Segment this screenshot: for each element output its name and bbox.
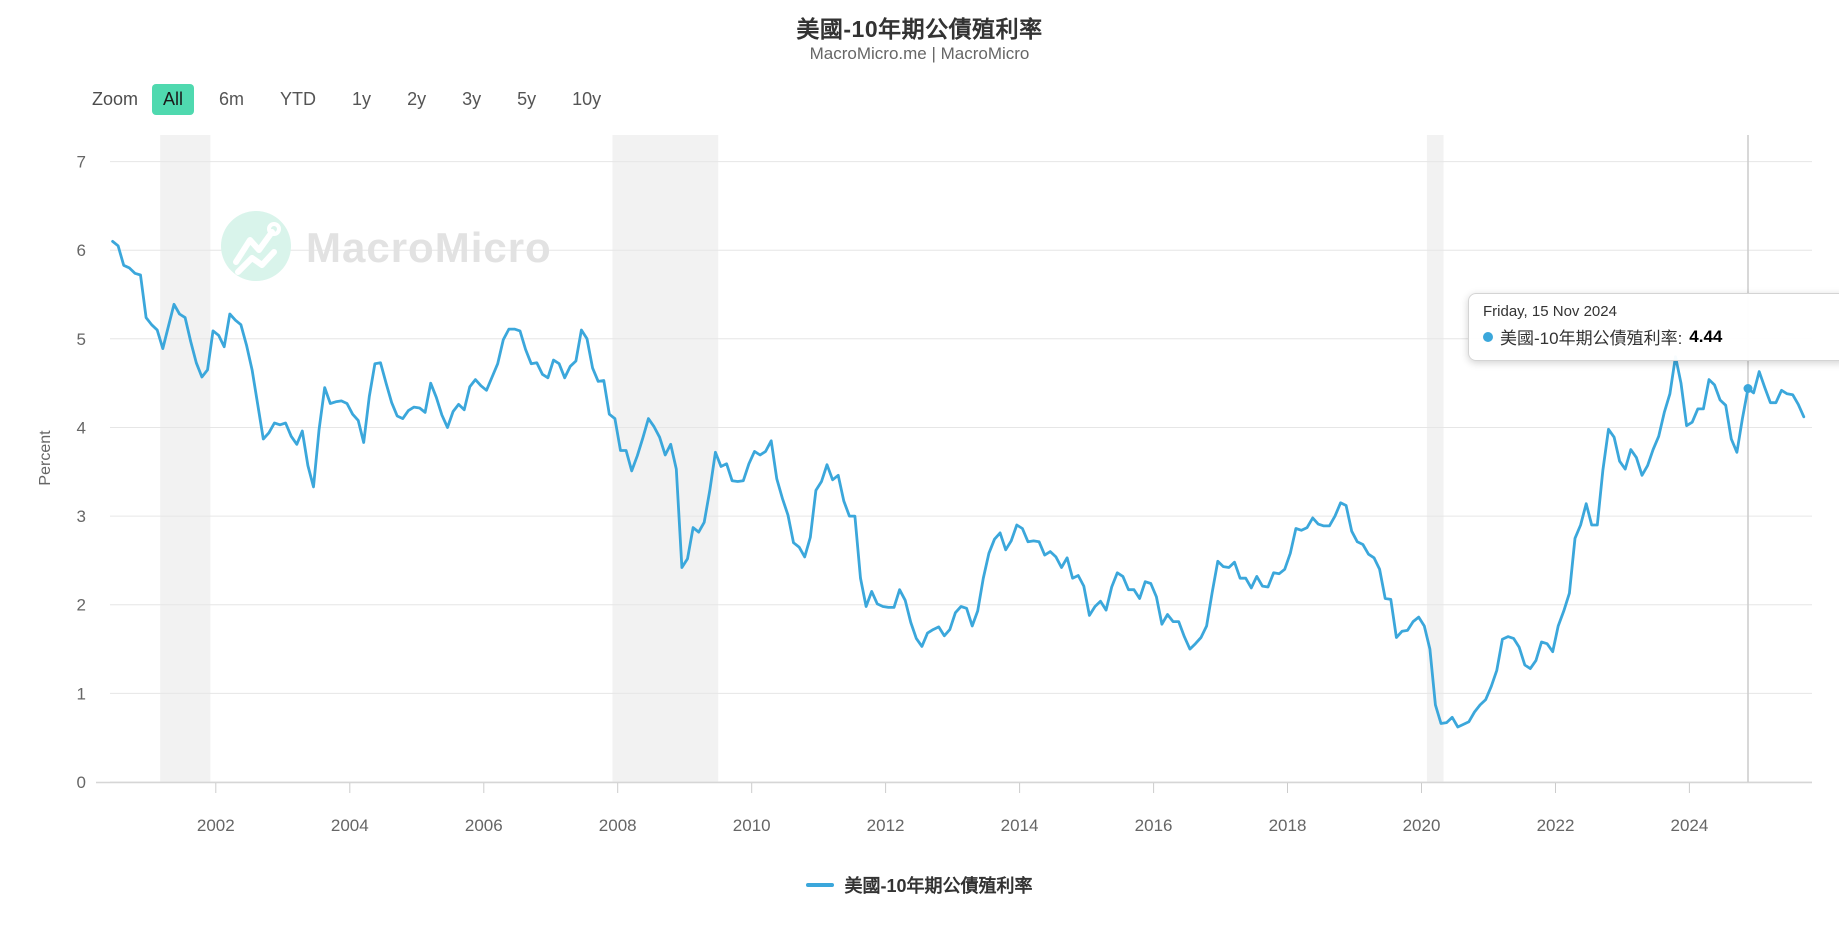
x-tick-label-2014: 2014 bbox=[1001, 816, 1039, 835]
legend-line-icon bbox=[806, 883, 835, 887]
y-tick-label-4: 4 bbox=[77, 419, 86, 438]
y-tick-label-7: 7 bbox=[77, 153, 86, 172]
y-tick-label-5: 5 bbox=[77, 330, 86, 349]
range-button-3y[interactable]: 3y bbox=[451, 84, 492, 115]
range-button-1y[interactable]: 1y bbox=[341, 84, 382, 115]
legend-label: 美國-10年期公債殖利率 bbox=[844, 876, 1033, 896]
watermark-text: MacroMicro bbox=[306, 224, 552, 271]
y-tick-label-3: 3 bbox=[77, 507, 86, 526]
page-title: 美國-10年期公債殖利率 bbox=[796, 16, 1043, 42]
x-tick-label-2012: 2012 bbox=[867, 816, 905, 835]
zoom-label: Zoom bbox=[92, 89, 139, 109]
hover-point-marker bbox=[1743, 384, 1753, 393]
y-tick-label-2: 2 bbox=[77, 596, 86, 615]
logo-zigzag-icon bbox=[233, 229, 275, 265]
y-tick-label-6: 6 bbox=[77, 241, 86, 260]
x-tick-label-2006: 2006 bbox=[465, 816, 503, 835]
recession-band bbox=[1426, 135, 1444, 782]
x-tick-label-2004: 2004 bbox=[331, 816, 369, 835]
x-tick-label-2002: 2002 bbox=[197, 816, 235, 835]
zoom-toolbar: Zoom All 6m YTD 1y 2y 3y 5y 10y bbox=[92, 84, 612, 115]
y-tick-label-1: 1 bbox=[77, 684, 86, 703]
range-button-ytd[interactable]: YTD bbox=[269, 84, 327, 115]
chart-subtitle: MacroMicro.me | MacroMicro bbox=[809, 44, 1030, 63]
x-tick-label-2010: 2010 bbox=[733, 816, 771, 835]
range-button-6m[interactable]: 6m bbox=[208, 84, 255, 115]
logo-ring-icon bbox=[267, 222, 281, 236]
tooltip-value: 4.44 bbox=[1689, 326, 1723, 346]
x-tick-label-2020: 2020 bbox=[1403, 816, 1441, 835]
recession-band bbox=[612, 135, 719, 782]
range-button-2y[interactable]: 2y bbox=[396, 84, 437, 115]
x-tick-label-2024: 2024 bbox=[1670, 816, 1708, 835]
x-tick-label-2018: 2018 bbox=[1269, 816, 1307, 835]
logo-zigzag2-icon bbox=[235, 249, 277, 275]
x-tick-label-2008: 2008 bbox=[599, 816, 637, 835]
legend-item[interactable]: 美國-10年期公債殖利率 bbox=[0, 872, 1839, 898]
y-tick-label-0: 0 bbox=[77, 773, 86, 792]
range-button-5y[interactable]: 5y bbox=[506, 84, 547, 115]
tooltip-series-label: 美國-10年期公債殖利率: bbox=[1500, 329, 1683, 348]
range-buttons: All 6m YTD 1y 2y 3y 5y 10y bbox=[152, 84, 612, 115]
x-tick-label-2022: 2022 bbox=[1537, 816, 1575, 835]
range-button-all[interactable]: All bbox=[152, 84, 195, 115]
tooltip-date: Friday, 15 Nov 2024 bbox=[1483, 303, 1617, 320]
y-axis-title: Percent bbox=[37, 430, 54, 486]
chart-tooltip: Friday, 15 Nov 2024 美國-10年期公債殖利率: 4.44 bbox=[1468, 293, 1839, 361]
series-dot-icon bbox=[1483, 331, 1493, 342]
recession-band bbox=[160, 135, 211, 782]
tooltip-series-row: 美國-10年期公債殖利率: 4.44 bbox=[1483, 324, 1835, 349]
yield-line-series[interactable] bbox=[111, 239, 1806, 729]
x-tick-label-2016: 2016 bbox=[1135, 816, 1173, 835]
range-button-10y[interactable]: 10y bbox=[561, 84, 612, 115]
